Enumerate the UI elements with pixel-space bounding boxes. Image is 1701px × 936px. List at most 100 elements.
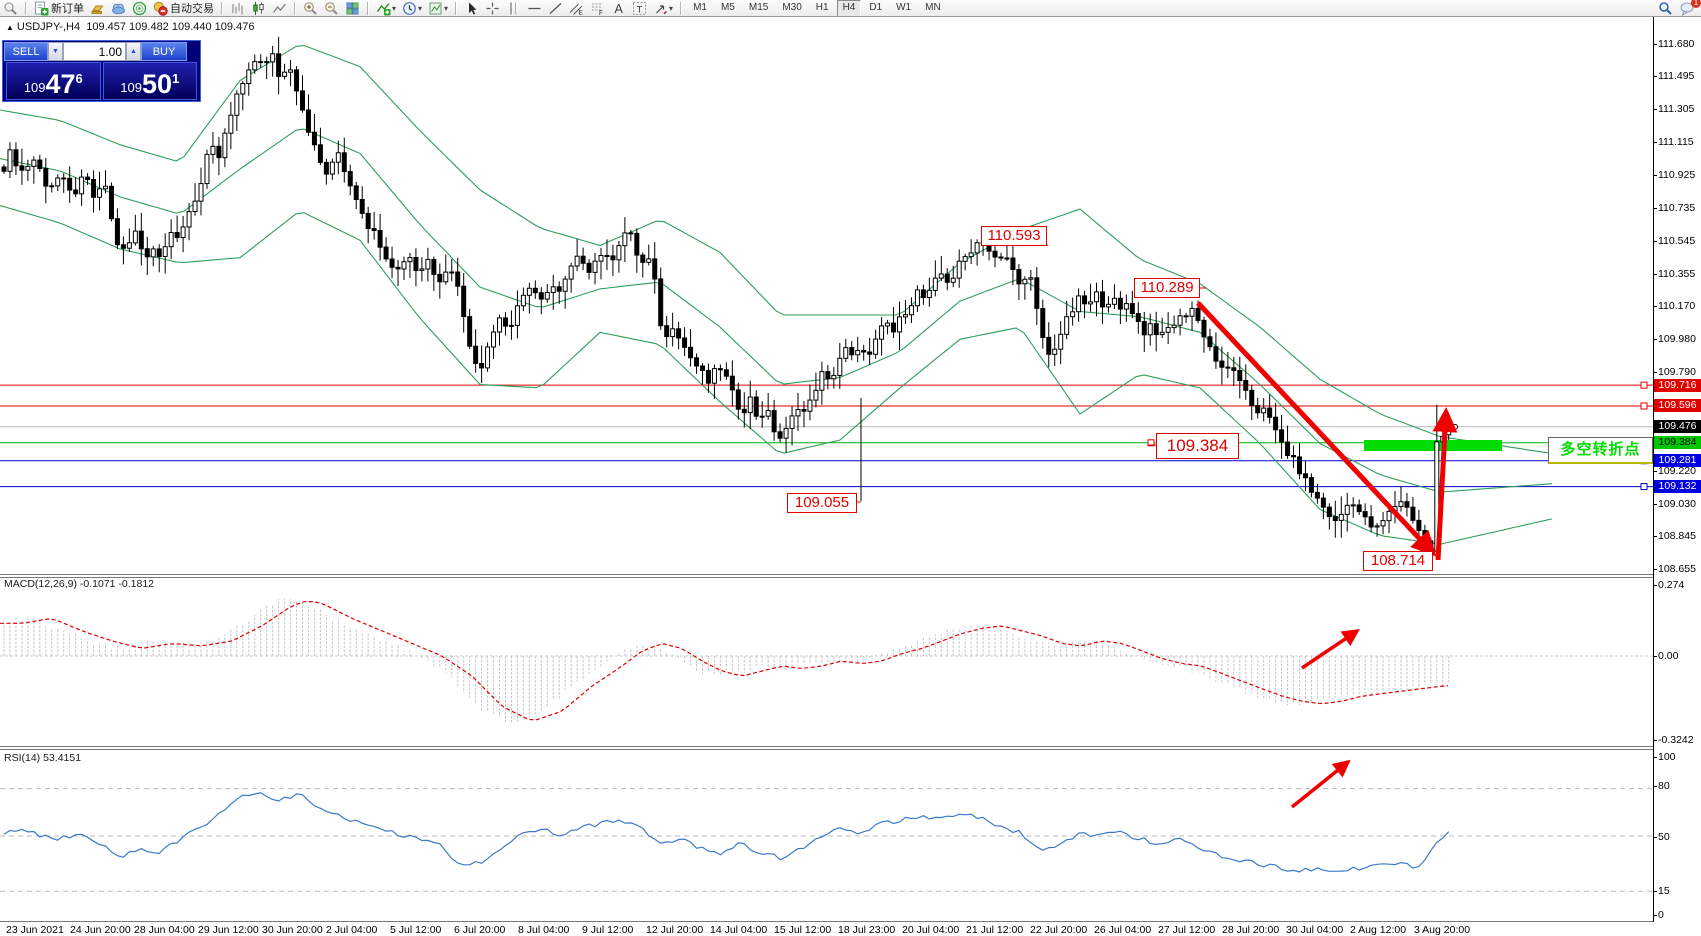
timeframe-m1-button[interactable]: M1 [693, 1, 707, 13]
new-order-button[interactable]: 新订单 [32, 1, 86, 16]
timeframe-m5-button[interactable]: M5 [720, 1, 735, 13]
date-label: 26 Jul 04:00 [1094, 924, 1152, 936]
volume-input[interactable] [63, 42, 126, 61]
chevron-down-icon[interactable]: ▾ [669, 3, 674, 13]
arrows-tool-button[interactable]: ▾ [651, 1, 675, 16]
indicators-button[interactable]: ▾ [374, 1, 398, 16]
pane-separator[interactable] [0, 746, 1654, 750]
price-callout-110.593[interactable]: 110.593 [981, 226, 1047, 246]
rsi-tickmark [1653, 757, 1657, 758]
price-callout-109.384[interactable]: 109.384 [1156, 433, 1239, 459]
date-label: 22 Jul 20:00 [1030, 924, 1088, 936]
macd-tickmark [1653, 740, 1657, 741]
timeframe-w1-button[interactable]: W1 [896, 1, 912, 13]
line-anchor[interactable] [1640, 483, 1648, 491]
toolbar-separator [294, 1, 296, 15]
highlight-zone[interactable] [1364, 440, 1502, 451]
zoom-cursor[interactable] [1, 1, 20, 16]
price-tickmark [1653, 208, 1657, 209]
date-label: 6 Jul 20:00 [454, 924, 506, 936]
chevron-down-icon[interactable]: ▾ [444, 3, 449, 13]
chevron-down-icon[interactable]: ▾ [392, 3, 397, 13]
zoom-in-button[interactable] [301, 1, 320, 16]
fibonacci-tool-icon: F [592, 3, 603, 16]
toolbar-separator [455, 1, 458, 15]
date-label: 3 Aug 20:00 [1414, 924, 1471, 936]
price-tickmark [1653, 109, 1657, 110]
price-axis-border [1653, 17, 1654, 922]
macd-axis-tick: 0.274 [1658, 579, 1685, 591]
macd-tickmark [1653, 585, 1657, 586]
price-tickmark [1653, 142, 1657, 143]
buy-price-button[interactable]: 109 50 1 [102, 62, 197, 100]
pane-separator[interactable] [0, 574, 1654, 578]
zoom-out-button[interactable] [322, 1, 341, 16]
chevron-down-icon[interactable]: ▾ [418, 3, 423, 13]
price-callout-109.055[interactable]: 109.055 [787, 493, 857, 513]
periods-button[interactable]: ▾ [400, 1, 424, 16]
chat-icon[interactable]: 1 [1677, 0, 1701, 16]
market-watch-button[interactable] [88, 1, 107, 16]
collapse-triangle-icon[interactable]: ▲ [6, 23, 14, 32]
data-window-button[interactable] [109, 1, 128, 16]
equidistant-channel-tool-button[interactable]: E [567, 1, 586, 16]
candlestick-mode-button[interactable] [249, 1, 268, 16]
tile-windows-button[interactable] [343, 1, 362, 16]
vertical-line-tool-button[interactable] [504, 1, 523, 16]
macd-tickmark [1653, 656, 1657, 657]
buy-price-big: 50 [141, 69, 172, 99]
buy-button[interactable]: BUY [141, 42, 187, 61]
line-anchor[interactable] [1640, 402, 1648, 410]
chart-symbol: USDJPY-,H4 [16, 21, 81, 33]
cursor-tool-icon [469, 2, 477, 15]
search-icon[interactable] [1656, 1, 1675, 16]
macd-axis-tick: -0.3242 [1658, 734, 1694, 746]
candlestick-chart [0, 36, 1653, 561]
volume-increase-button[interactable]: ▲ [126, 42, 141, 61]
sell-price-base: 109 [23, 80, 46, 95]
date-label: 29 Jun 12:00 [198, 924, 259, 936]
price-tick: 108.845 [1658, 530, 1696, 542]
price-callout-108.714[interactable]: 108.714 [1363, 551, 1433, 571]
price-tick: 110.735 [1658, 202, 1696, 214]
navigator-button[interactable] [130, 1, 149, 16]
price-tickmark [1653, 175, 1657, 176]
line-chart-mode-button[interactable] [270, 1, 289, 16]
templates-button[interactable]: ▾ [426, 1, 450, 16]
timeframe-d1-button[interactable]: D1 [869, 1, 883, 13]
trend-arrow[interactable] [1196, 301, 1437, 557]
timeframe-mn-button[interactable]: MN [925, 1, 941, 13]
trend-arrow[interactable] [1432, 407, 1458, 561]
text-label-tool-button[interactable]: T [630, 1, 649, 16]
sell-button[interactable]: SELL [4, 42, 48, 61]
text-tool-button[interactable]: A [609, 1, 628, 16]
timeframe-m15-button[interactable]: M15 [748, 1, 769, 13]
new-order-button-label: 新订单 [51, 3, 84, 15]
price-callout-110.289[interactable]: 110.289 [1134, 278, 1200, 298]
price-tickmark [1653, 274, 1657, 275]
line-anchor[interactable] [1147, 439, 1155, 447]
line-chart-mode-icon [272, 3, 286, 13]
timeframe-m30-button[interactable]: M30 [782, 1, 802, 13]
date-label: 23 Jun 2021 [6, 924, 64, 936]
trendline-tool-button[interactable] [546, 1, 565, 16]
volume-decrease-button[interactable]: ▼ [48, 42, 63, 61]
sell-price-button[interactable]: 109 47 6 [6, 62, 101, 100]
line-anchor[interactable] [1640, 381, 1648, 389]
timeframe-h4-button[interactable]: H4 [836, 0, 862, 16]
rsi-arrow[interactable] [1290, 759, 1351, 809]
horizontal-line-tool-button[interactable] [525, 1, 544, 16]
macd-arrow[interactable] [1301, 629, 1360, 670]
fibonacci-tool-button[interactable]: F [588, 1, 607, 16]
price-tickmark [1653, 536, 1657, 537]
timeframe-h1-button[interactable]: H1 [815, 1, 829, 13]
cursor-tool-button[interactable] [462, 1, 481, 16]
price-tick: 111.495 [1658, 70, 1695, 82]
templates-icon [429, 2, 442, 14]
auto-trading-button[interactable]: 自动交易 [151, 1, 216, 16]
bollinger-lower-band [0, 204, 1553, 545]
crosshair-tool-button[interactable] [483, 1, 502, 16]
date-label: 9 Jul 12:00 [582, 924, 634, 936]
bar-chart-mode-button[interactable] [228, 1, 247, 16]
